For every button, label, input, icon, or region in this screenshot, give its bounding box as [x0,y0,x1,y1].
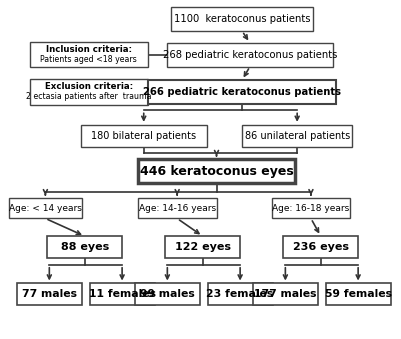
FancyBboxPatch shape [81,125,207,147]
FancyBboxPatch shape [17,283,82,305]
Text: 180 bilateral patients: 180 bilateral patients [91,131,196,141]
FancyBboxPatch shape [9,198,82,218]
Text: 1100  keratoconus patients: 1100 keratoconus patients [174,14,310,24]
Text: 88 eyes: 88 eyes [61,242,109,252]
Text: 236 eyes: 236 eyes [293,242,349,252]
Text: 266 pediatric keratoconus patients: 266 pediatric keratoconus patients [143,87,341,97]
FancyBboxPatch shape [167,43,332,66]
Text: Age: < 14 years: Age: < 14 years [9,204,82,213]
Text: Patients aged <18 years: Patients aged <18 years [40,55,137,64]
FancyBboxPatch shape [30,79,148,104]
Text: 11 females: 11 females [89,290,156,299]
Text: 59 females: 59 females [325,290,392,299]
FancyBboxPatch shape [47,236,122,258]
Text: 86 unilateral patients: 86 unilateral patients [245,131,350,141]
Text: 446 keratoconus eyes: 446 keratoconus eyes [140,165,294,178]
FancyBboxPatch shape [171,7,313,31]
Text: Exclusion criteria:: Exclusion criteria: [45,82,133,91]
FancyBboxPatch shape [30,42,148,67]
Text: 122 eyes: 122 eyes [175,242,231,252]
FancyBboxPatch shape [284,236,358,258]
FancyBboxPatch shape [90,283,154,305]
FancyBboxPatch shape [242,125,352,147]
FancyBboxPatch shape [138,198,217,218]
FancyBboxPatch shape [326,283,391,305]
FancyBboxPatch shape [208,283,273,305]
Text: Age: 14-16 years: Age: 14-16 years [139,204,216,213]
Text: Inclusion criteria:: Inclusion criteria: [46,45,132,54]
FancyBboxPatch shape [271,198,350,218]
FancyBboxPatch shape [253,283,318,305]
Text: 177 males: 177 males [254,290,317,299]
Text: 268 pediatric keratoconus patients: 268 pediatric keratoconus patients [163,50,337,60]
Text: 77 males: 77 males [22,290,77,299]
Text: 99 males: 99 males [140,290,195,299]
FancyBboxPatch shape [165,236,240,258]
FancyBboxPatch shape [135,283,200,305]
FancyBboxPatch shape [138,159,295,183]
Text: 23 females: 23 females [207,290,274,299]
FancyBboxPatch shape [148,80,336,104]
Text: Age: 16-18 years: Age: 16-18 years [272,204,350,213]
Text: 2 ectasia patients after  trauma: 2 ectasia patients after trauma [26,92,152,101]
